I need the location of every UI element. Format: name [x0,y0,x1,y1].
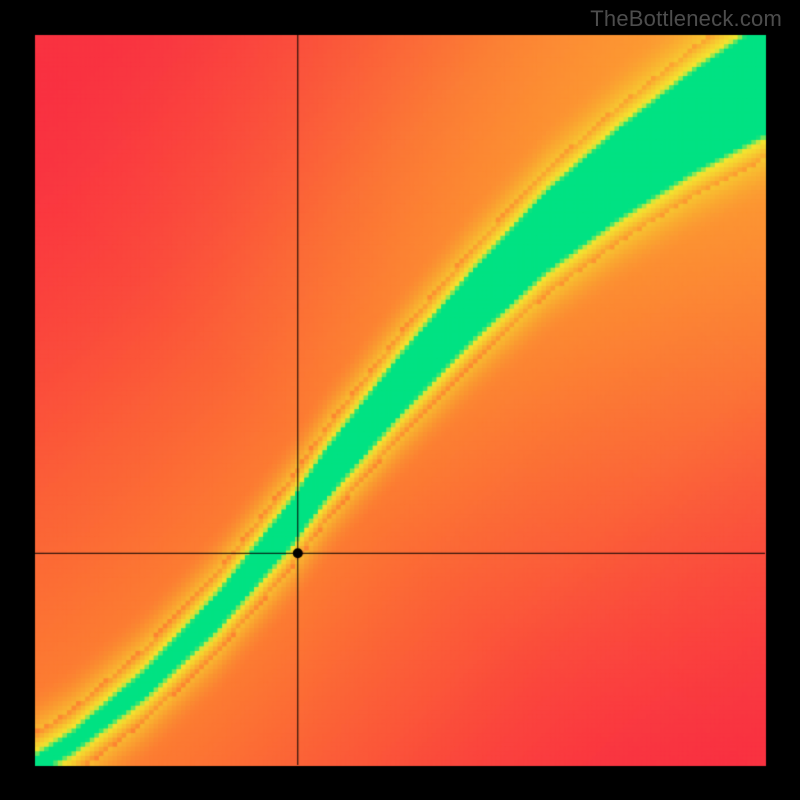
bottleneck-heatmap [0,0,800,800]
watermark-text: TheBottleneck.com [590,6,782,32]
